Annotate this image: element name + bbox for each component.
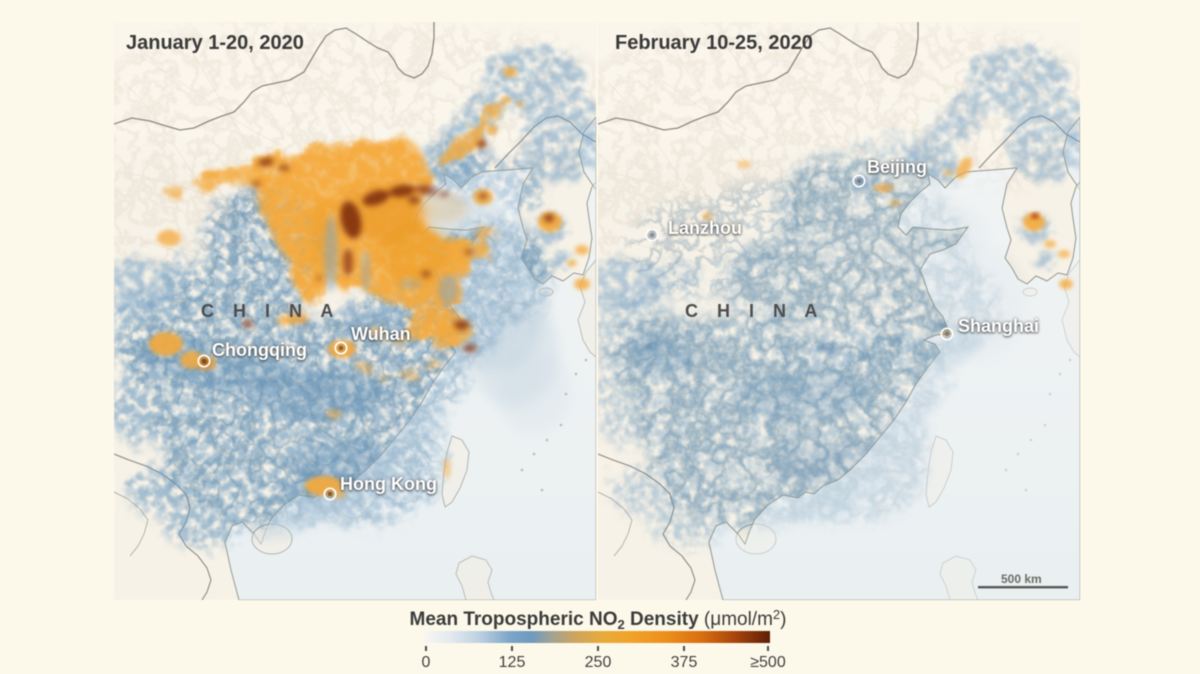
svg-text:Hong Kong: Hong Kong [340, 474, 437, 494]
svg-text:Shanghai: Shanghai [958, 316, 1039, 336]
svg-text:Mean Tropospheric NO2 Density: Mean Tropospheric NO2 Density (μmol/m2) [410, 607, 787, 632]
svg-text:Wuhan: Wuhan [351, 324, 411, 344]
svg-text:Beijing: Beijing [867, 157, 927, 177]
svg-text:Chongqing: Chongqing [212, 340, 307, 360]
svg-text:500 km: 500 km [1001, 572, 1042, 586]
svg-text:375: 375 [671, 654, 698, 671]
svg-text:C H I N A: C H I N A [201, 301, 340, 321]
svg-text:125: 125 [499, 654, 526, 671]
svg-text:January 1-20, 2020: January 1-20, 2020 [126, 32, 304, 54]
svg-text:0: 0 [422, 654, 431, 671]
svg-text:250: 250 [585, 654, 612, 671]
svg-text:≥500: ≥500 [750, 654, 786, 671]
svg-text:C H I N A: C H I N A [685, 301, 824, 321]
svg-text:February 10-25, 2020: February 10-25, 2020 [615, 32, 813, 54]
svg-text:Lanzhou: Lanzhou [668, 218, 742, 238]
